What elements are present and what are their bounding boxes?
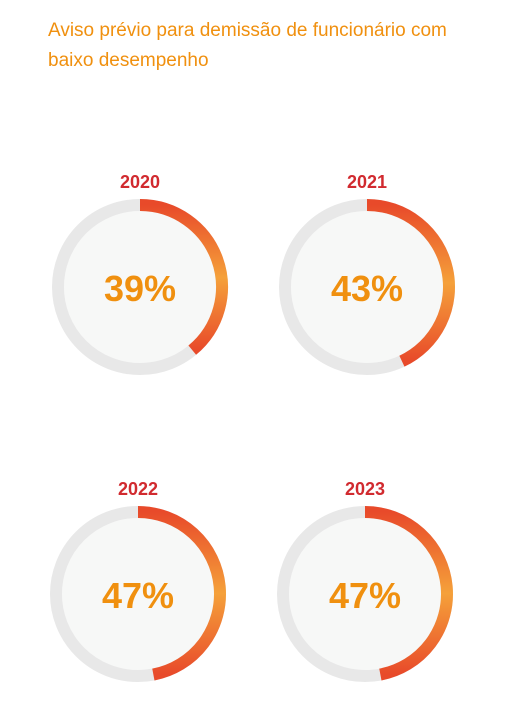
donut-center: [62, 518, 214, 670]
donut-graphic: [52, 199, 228, 375]
percent-label: 43%: [330, 268, 404, 309]
donut-graphic: [50, 506, 226, 682]
year-label: 2023: [344, 479, 386, 499]
donut-chart-2023: 2023 47%: [270, 479, 460, 694]
donut-chart-2020: 2020 39%: [45, 172, 235, 387]
donut-value-arc: [137, 506, 226, 681]
year-label: 2020: [119, 172, 161, 192]
donut-value-arc: [139, 199, 228, 355]
percent-label: 47%: [328, 575, 402, 616]
year-label: 2022: [117, 479, 159, 499]
donut-chart-2021: 2021 43%: [272, 172, 462, 387]
donut-graphic: [277, 506, 453, 682]
donut-center: [289, 518, 441, 670]
percent-label: 39%: [103, 268, 177, 309]
donut-graphic: [279, 199, 455, 375]
percent-label: 47%: [101, 575, 175, 616]
year-label: 2021: [346, 172, 388, 192]
donut-value-arc: [366, 199, 455, 367]
chart-title: Aviso prévio para demissão de funcionári…: [48, 20, 447, 71]
donut-chart-2022: 2022 47%: [43, 479, 233, 694]
donut-center: [291, 211, 443, 363]
donut-center: [64, 211, 216, 363]
donut-value-arc: [364, 506, 453, 681]
